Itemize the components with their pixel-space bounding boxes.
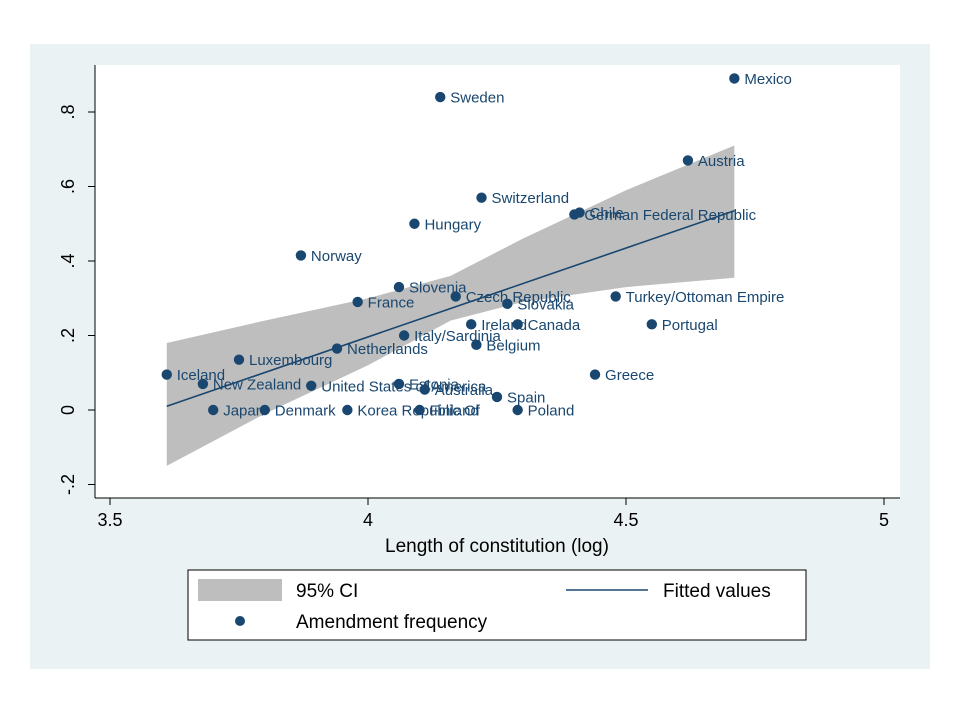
data-point: [729, 73, 740, 84]
point-label: Czech Republic: [466, 289, 572, 306]
point-label: German Federal Republic: [584, 207, 756, 224]
y-tick-label: .2: [58, 328, 78, 343]
data-point: [450, 291, 461, 302]
point-label: Japan: [223, 403, 264, 420]
data-point: [393, 378, 405, 390]
data-point: [419, 384, 430, 395]
point-label: France: [368, 294, 415, 311]
data-point: [512, 319, 523, 330]
data-point: [502, 298, 513, 310]
data-point: [398, 330, 410, 341]
point-label: Netherlands: [347, 341, 428, 358]
x-tick-label: 4.5: [613, 510, 638, 530]
point-label: Norway: [311, 248, 362, 265]
data-point: [471, 339, 482, 351]
data-point: [682, 155, 694, 166]
data-point: [295, 250, 307, 261]
data-point: [393, 281, 405, 293]
fitted-line: [166, 209, 735, 408]
plot-area: Mexico Sweden Austria Switzerland ChileGerma…: [95, 65, 900, 498]
point-label: Greece: [605, 367, 654, 384]
data-point: [233, 354, 245, 365]
data-point: [259, 404, 270, 416]
point-label: New Zealand: [213, 376, 301, 393]
x-axis-title: Length of constitution (log): [385, 536, 609, 557]
point-label: Austria: [698, 153, 745, 170]
y-tick-label: 0: [58, 405, 78, 415]
x-tick-label: 4: [363, 510, 373, 530]
legend-fit-label: Fitted values: [663, 581, 771, 602]
legend-ci-label: 95% CI: [296, 581, 358, 602]
y-tick-label: -.2: [58, 474, 78, 495]
point-label: Switzerland: [492, 190, 570, 207]
data-point: [610, 291, 621, 302]
data-point: [342, 404, 353, 416]
y-tick-label: .6: [58, 179, 78, 194]
y-tick-label: .4: [58, 253, 78, 268]
point-label: Luxembourg: [249, 352, 332, 369]
data-point: [435, 91, 446, 103]
point-label: Portugal: [662, 317, 718, 334]
x-tick-label: 3.5: [97, 510, 122, 530]
data-point: [466, 319, 477, 330]
axes: 3.5 4 4.5 5 -.2 0 .2 .4 .6 .8: [58, 65, 900, 530]
point-label: Mexico: [744, 71, 792, 88]
legend-box: [187, 569, 807, 641]
data-point: [352, 296, 363, 308]
point-label: Turkey/Ottoman Empire: [626, 289, 785, 306]
data-point: [414, 404, 425, 416]
data-point: [409, 218, 420, 229]
point-label: Canada: [528, 317, 581, 334]
data-point: [331, 343, 343, 354]
point-label: Denmark: [275, 403, 336, 420]
data-point: [306, 380, 317, 391]
data-point: [491, 391, 503, 403]
data-point: [161, 369, 172, 380]
data-point: [476, 192, 487, 203]
point-label: United States of America: [321, 378, 487, 395]
legend-points-label: Amendment frequency: [296, 612, 488, 633]
legend: 95% CI Fitted values Amendment frequency: [187, 569, 807, 641]
point-label: Iceland: [177, 367, 225, 384]
point-label: Spain: [507, 389, 545, 406]
point-label: Finland: [430, 403, 479, 420]
data-point: [646, 319, 657, 330]
point-label: Belgium: [486, 337, 540, 354]
x-tick-label: 5: [879, 510, 889, 530]
data-point: [197, 378, 209, 390]
y-tick-label: .8: [58, 104, 78, 119]
legend-points-swatch: [235, 616, 245, 626]
point-label: Sweden: [450, 90, 504, 107]
point-label: Hungary: [424, 216, 481, 233]
point-label: Australia: [435, 382, 494, 399]
legend-ci-swatch: [198, 579, 282, 601]
point-label: Poland: [528, 403, 575, 420]
point-label: Italy/Sardinia: [414, 328, 501, 345]
data-point: [512, 404, 523, 416]
data-point: [589, 369, 601, 380]
point-label: Slovakia: [517, 296, 574, 313]
point-label: Chile: [590, 205, 624, 222]
data-point: [208, 404, 219, 416]
data-point: [569, 209, 580, 220]
